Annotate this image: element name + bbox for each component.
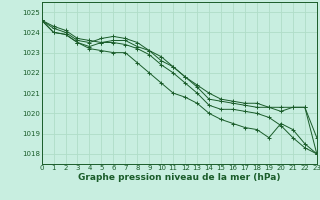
X-axis label: Graphe pression niveau de la mer (hPa): Graphe pression niveau de la mer (hPa)	[78, 173, 280, 182]
